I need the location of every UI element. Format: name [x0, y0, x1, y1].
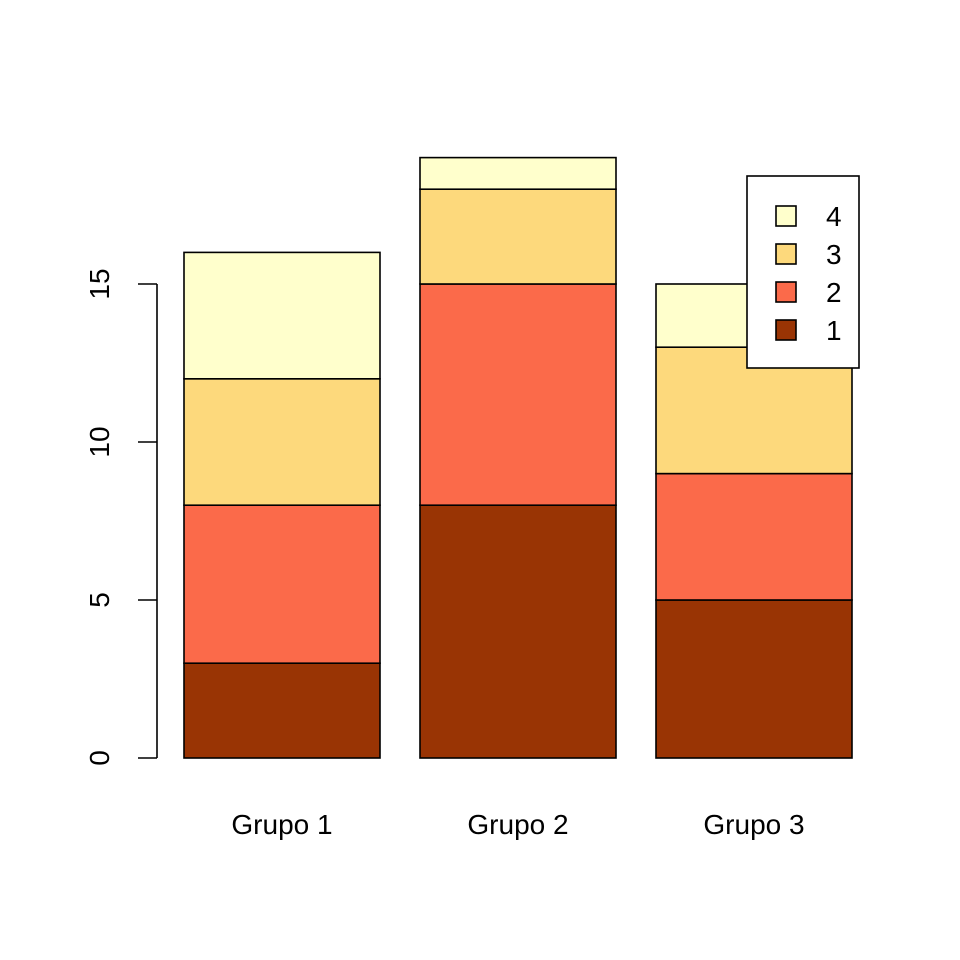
bar-segment-1-series-2: [183, 504, 381, 665]
legend-swatch-2: [775, 281, 797, 303]
x-category-label-1: Grupo 1: [231, 809, 332, 840]
legend-label-1: 1: [826, 315, 842, 346]
bar-segment-2-series-2: [419, 283, 617, 506]
x-category-label-2: Grupo 2: [467, 809, 568, 840]
y-tick-label-5: 5: [84, 592, 115, 608]
legend-swatch-4: [775, 205, 797, 227]
legend-label-3: 3: [826, 239, 842, 270]
bar-segment-1-series-4: [183, 251, 381, 380]
y-tick-label-15: 15: [84, 268, 115, 299]
bars-layer: [183, 156, 853, 759]
bar-segment-2-series-1: [419, 504, 617, 759]
legend-swatch-3: [775, 243, 797, 265]
y-tick-label-0: 0: [84, 750, 115, 766]
x-category-label-3: Grupo 3: [703, 809, 804, 840]
bar-segment-2-series-3: [419, 188, 617, 285]
x-axis-labels: Grupo 1 Grupo 2 Grupo 3: [231, 809, 804, 840]
legend-box: [746, 175, 860, 369]
bar-segment-1-series-3: [183, 377, 381, 506]
y-tick-label-10: 10: [84, 426, 115, 457]
bar-segment-3-series-1: [655, 599, 853, 759]
legend-label-2: 2: [826, 277, 842, 308]
y-axis: 0 5 10 15: [84, 268, 158, 766]
bar-segment-3-series-2: [655, 472, 853, 601]
bar-segment-1-series-1: [183, 662, 381, 759]
legend-swatch-1: [775, 319, 797, 341]
bar-segment-2-series-4: [419, 156, 617, 191]
legend: 4 3 2 1: [746, 175, 860, 369]
legend-label-4: 4: [826, 201, 842, 232]
